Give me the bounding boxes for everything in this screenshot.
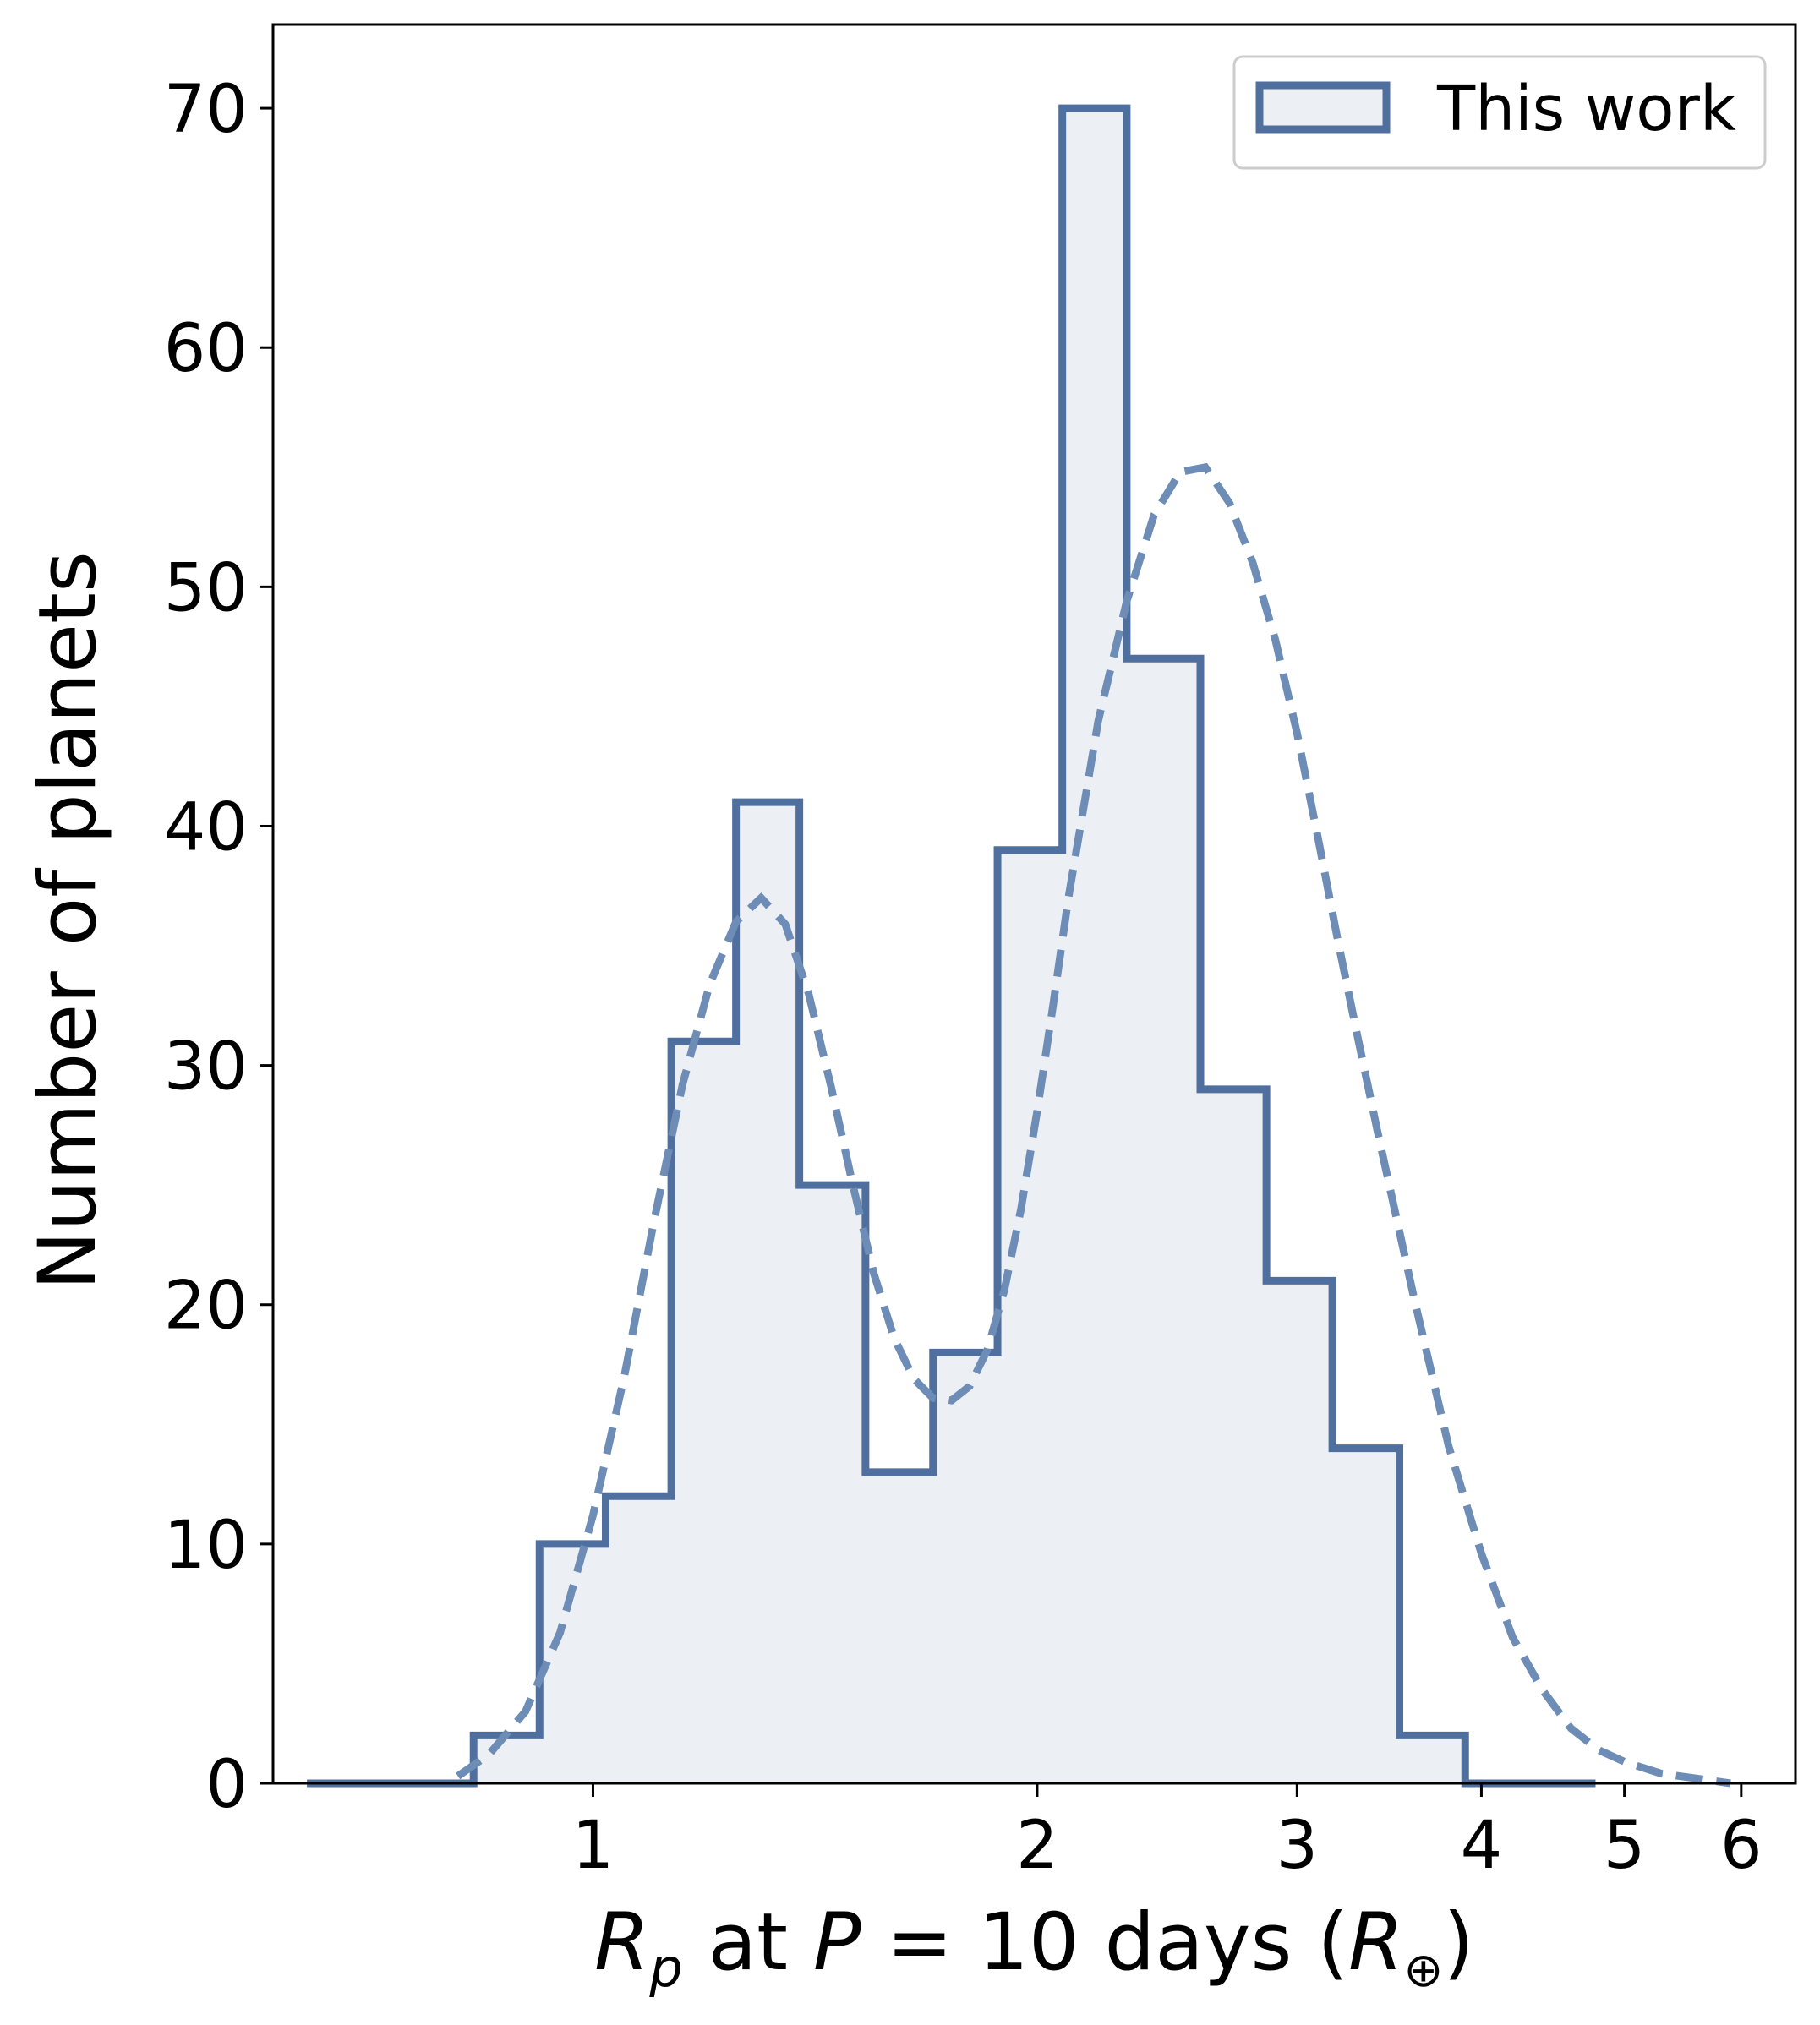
histogram-fill [307,108,1596,1784]
x-tick-label: 3 [1276,1808,1319,1884]
y-tick-label: 0 [205,1747,248,1823]
x-tick-label: 4 [1461,1808,1503,1884]
y-tick-label: 10 [164,1508,248,1584]
y-tick-label: 60 [164,311,248,387]
y-tick-label: 40 [164,789,248,865]
legend: This work [1232,55,1767,170]
x-tick-label: 5 [1604,1808,1646,1884]
x-tick-label: 6 [1720,1808,1763,1884]
y-tick-label: 50 [164,550,248,626]
y-tick-label: 30 [164,1029,248,1105]
y-tick-label: 20 [164,1269,248,1345]
axes-frame [271,23,1797,1785]
histogram-outline [307,104,1596,1788]
plot-area [307,104,1731,1788]
y-axis-ticks: 0 10 20 30 40 50 60 70 [164,72,273,1823]
x-tick-label: 1 [572,1808,615,1884]
legend-label: This work [1436,73,1736,145]
legend-swatch [1255,81,1391,134]
fit-curve [456,462,1731,1788]
x-tick-label: 2 [1016,1808,1058,1884]
y-axis-label: Number of planets [22,551,114,1291]
x-axis-label: Rp at P = 10 days (R⊕) [594,1897,1474,1999]
y-tick-label: 70 [164,72,248,148]
